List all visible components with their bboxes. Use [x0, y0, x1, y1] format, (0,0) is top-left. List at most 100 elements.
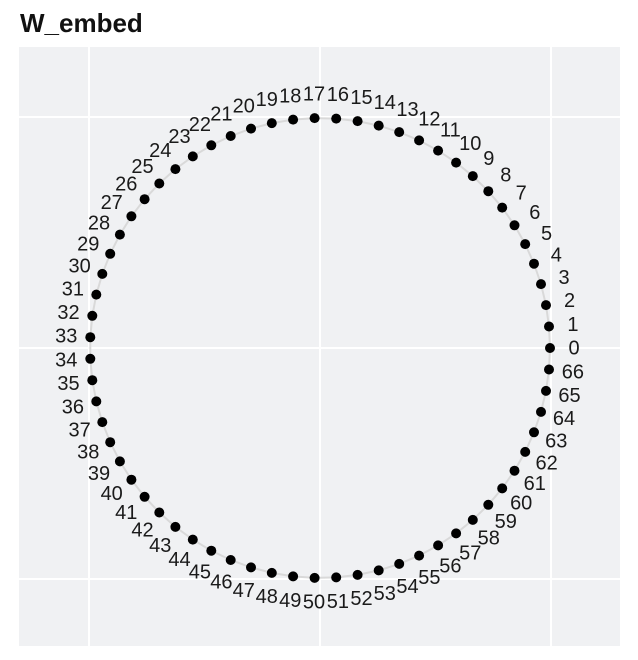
node-dot	[170, 521, 181, 532]
node-label: 9	[483, 148, 494, 170]
node-dot	[309, 572, 320, 583]
node-dot	[433, 145, 444, 156]
node-label: 52	[350, 588, 372, 610]
node-dot	[544, 321, 554, 332]
node-dot	[520, 446, 531, 457]
node-dot	[288, 114, 299, 125]
node-dot	[467, 514, 478, 525]
node-dot	[509, 220, 520, 231]
node-dot	[414, 550, 425, 561]
node-label: 5	[541, 223, 552, 245]
node-label: 40	[101, 483, 123, 505]
node-dot	[509, 465, 520, 476]
node-label: 50	[303, 592, 325, 614]
node-label: 3	[558, 267, 569, 289]
node-label: 53	[374, 583, 396, 605]
node-dot	[451, 157, 462, 168]
node-dot	[87, 310, 98, 321]
node-label: 31	[62, 279, 84, 301]
node-dot	[541, 385, 551, 396]
node-label: 47	[233, 580, 255, 602]
node-label: 34	[55, 350, 77, 372]
node-label: 56	[439, 556, 461, 578]
node-label: 32	[57, 302, 79, 324]
node-dot	[114, 229, 125, 240]
node-label: 54	[396, 576, 418, 598]
node-label: 62	[535, 452, 557, 474]
node-label: 45	[189, 561, 211, 583]
node-label: 30	[68, 256, 90, 278]
node-label: 28	[88, 212, 110, 234]
node-label: 57	[459, 542, 481, 564]
node-dot	[544, 364, 554, 375]
node-dot	[225, 131, 236, 141]
node-dot	[187, 151, 198, 162]
node-label: 20	[233, 95, 255, 117]
node-dot	[331, 113, 342, 124]
node-label: 0	[568, 338, 579, 360]
node-dot	[373, 120, 384, 131]
node-dot	[85, 332, 96, 343]
node-dot	[309, 113, 320, 124]
node-dot	[541, 300, 551, 311]
node-label: 43	[149, 535, 171, 557]
node-dot	[352, 569, 363, 580]
node-dot	[536, 406, 546, 417]
node-label: 2	[564, 290, 575, 312]
node-label: 8	[500, 164, 511, 186]
node-dot	[87, 375, 98, 386]
node-dot	[288, 571, 299, 582]
node-dot	[394, 558, 405, 569]
node-dot	[352, 116, 363, 127]
node-label: 44	[168, 549, 190, 571]
node-dot	[139, 491, 150, 502]
node-label: 17	[303, 84, 325, 106]
node-label: 21	[210, 104, 232, 126]
node-label: 39	[88, 463, 110, 485]
node-label: 22	[189, 114, 211, 136]
node-dot	[206, 140, 217, 151]
node-label: 38	[77, 442, 99, 464]
node-dot	[483, 499, 494, 510]
node-label: 19	[256, 89, 278, 111]
node-label: 35	[57, 373, 79, 395]
node-dot	[331, 572, 342, 583]
node-label: 1	[567, 314, 578, 336]
node-dot	[206, 545, 217, 556]
node-label: 63	[545, 431, 567, 453]
node-label: 18	[279, 85, 301, 107]
node-dot	[266, 118, 277, 129]
node-label: 42	[131, 519, 153, 541]
node-label: 41	[115, 502, 137, 524]
node-dot	[545, 343, 555, 353]
node-label: 48	[256, 586, 278, 608]
node-dot	[483, 186, 494, 197]
node-dot	[105, 248, 116, 259]
node-label: 36	[62, 397, 84, 419]
node-dot	[114, 456, 125, 467]
node-label: 12	[418, 108, 440, 130]
node-label: 59	[495, 511, 517, 533]
node-label: 4	[551, 245, 562, 267]
node-dot	[414, 135, 425, 146]
node-dot	[91, 289, 102, 300]
node-label: 29	[77, 234, 99, 256]
node-dot	[126, 211, 137, 222]
node-dot	[373, 565, 384, 576]
node-dot	[246, 123, 256, 134]
node-dot	[105, 437, 116, 448]
node-dot	[497, 483, 508, 494]
node-label: 10	[459, 133, 481, 155]
node-dot	[97, 417, 108, 428]
node-label: 51	[327, 591, 349, 613]
node-label: 33	[55, 326, 77, 348]
node-dot	[187, 534, 198, 545]
node-label: 25	[131, 156, 153, 178]
node-label: 37	[68, 420, 90, 442]
node-dot	[433, 540, 444, 551]
node-dot	[520, 239, 531, 250]
circle-embedding-plot: 0123456789101112131415161718192021222324…	[19, 47, 620, 646]
node-label: 49	[279, 590, 301, 612]
node-label: 6	[529, 202, 540, 224]
node-label: 26	[115, 173, 137, 195]
